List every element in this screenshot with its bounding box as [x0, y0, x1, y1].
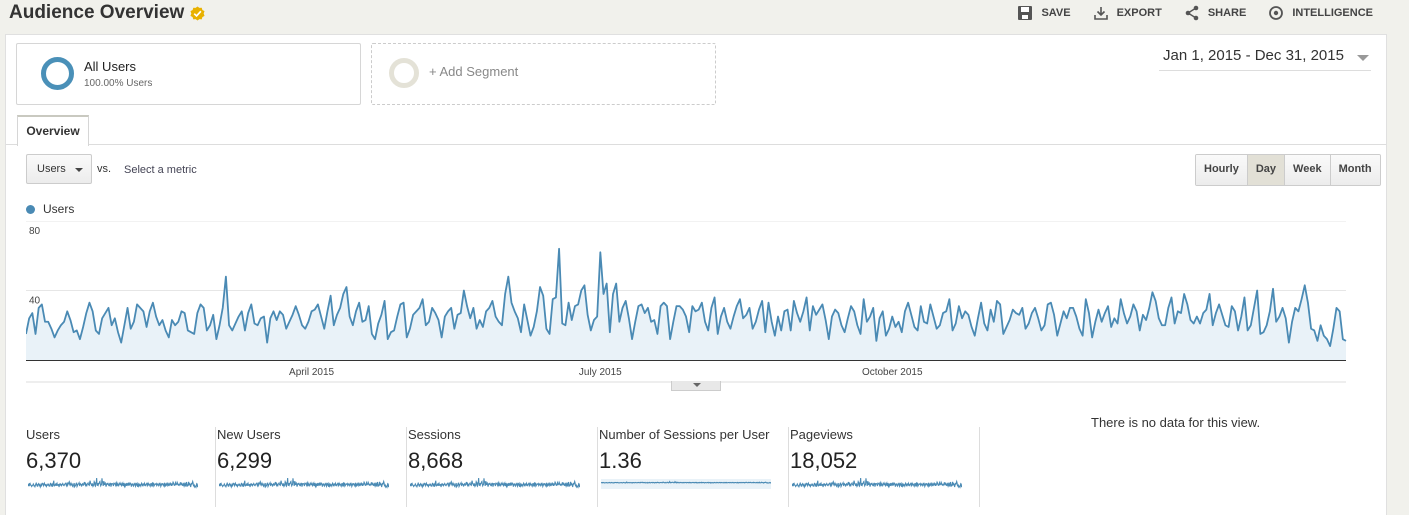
chevron-down-icon: [1357, 55, 1369, 61]
stat-label: Number of Sessions per User: [599, 427, 770, 442]
report-panel: All Users 100.00% Users + Add Segment Ja…: [5, 34, 1387, 515]
save-button[interactable]: SAVE: [1017, 4, 1071, 22]
stat-value: 1.36: [599, 448, 642, 473]
users-series-line: [26, 247, 1347, 347]
intelligence-label: INTELLIGENCE: [1292, 7, 1373, 19]
stat-value: 18,052: [790, 448, 858, 473]
x-tick-label: July 2015: [579, 367, 622, 378]
sparkline-line: [219, 477, 389, 489]
empty-segment-ring-icon: [389, 58, 419, 88]
save-label: SAVE: [1041, 7, 1071, 19]
granularity-week[interactable]: Week: [1284, 155, 1330, 185]
date-range-picker[interactable]: Jan 1, 2015 - Dec 31, 2015: [1159, 47, 1371, 71]
segment-title: All Users: [84, 59, 137, 74]
stat-sessions-per-user[interactable]: Number of Sessions per User 1.36: [599, 427, 789, 507]
segment-all-users[interactable]: All Users 100.00% Users: [16, 43, 361, 105]
tab-divider: [6, 144, 1386, 145]
stat-sessions[interactable]: Sessions 8,668: [408, 427, 598, 507]
segment-subtitle: 100.00% Users: [84, 78, 153, 89]
sparkline-line: [601, 480, 771, 484]
date-range-text: Jan 1, 2015 - Dec 31, 2015: [1163, 47, 1344, 64]
x-tick-label: April 2015: [289, 367, 334, 378]
chart-legend[interactable]: Users: [26, 202, 74, 216]
page-title-text: Audience Overview: [9, 2, 185, 23]
divider: [215, 427, 216, 507]
legend-label: Users: [43, 202, 75, 216]
x-tick-label: October 2015: [862, 367, 923, 378]
chevron-down-icon: [75, 168, 83, 172]
granularity-day[interactable]: Day: [1246, 155, 1285, 185]
stat-label: Sessions: [408, 427, 461, 442]
divider: [788, 427, 789, 507]
stat-label: Users: [26, 427, 60, 442]
stat-pageviews[interactable]: Pageviews 18,052: [790, 427, 980, 507]
granularity-hourly[interactable]: Hourly: [1196, 155, 1247, 185]
header-actions: SAVE EXPORT SHARE INTELLIGENCE: [1017, 4, 1373, 22]
y-tick-label: 80: [29, 226, 41, 237]
share-label: SHARE: [1207, 7, 1247, 19]
vs-label: vs.: [97, 163, 112, 175]
export-label: EXPORT: [1116, 7, 1162, 19]
users-series-area: [26, 248, 1346, 360]
granularity-month[interactable]: Month: [1329, 155, 1380, 185]
stat-value: 6,299: [217, 448, 273, 473]
stat-new-users[interactable]: New Users 6,299: [217, 427, 407, 507]
stat-label: Pageviews: [790, 427, 853, 442]
stat-value: 6,370: [26, 448, 82, 473]
stat-sparkline: [410, 477, 580, 489]
select-metric-link[interactable]: Select a metric: [124, 164, 197, 176]
stat-sparkline: [219, 477, 389, 489]
share-icon: [1185, 5, 1199, 21]
no-data-message: There is no data for this view.: [1091, 415, 1261, 430]
users-line-chart[interactable]: 80 40 April 2015 July 2015 October 2015: [26, 221, 1366, 383]
add-segment-label: + Add Segment: [429, 64, 519, 79]
sparkline-line: [792, 477, 962, 489]
collapse-icon: [693, 383, 701, 387]
save-icon: [1018, 6, 1033, 20]
y-tick-label: 40: [29, 296, 41, 307]
tab-overview[interactable]: Overview: [17, 115, 89, 146]
legend-dot-icon: [26, 204, 35, 214]
divider: [979, 427, 980, 507]
sparkline-line: [410, 477, 580, 489]
stat-sparkline: [792, 477, 962, 489]
export-button[interactable]: EXPORT: [1093, 4, 1162, 22]
stat-users[interactable]: Users 6,370: [26, 427, 216, 507]
stat-sparkline: [28, 477, 198, 489]
metric-dropdown[interactable]: Users: [26, 154, 92, 184]
intelligence-button[interactable]: INTELLIGENCE: [1268, 4, 1373, 22]
share-button[interactable]: SHARE: [1184, 4, 1247, 22]
chart-collapse-handle[interactable]: [671, 381, 721, 391]
top-bar: Audience Overview SAVE EXPORT SHARE INTE…: [0, 0, 1409, 30]
sparkline-fill: [601, 479, 771, 489]
intelligence-icon: [1269, 6, 1284, 20]
sparkline-line: [28, 477, 198, 489]
divider: [406, 427, 407, 507]
add-segment-button[interactable]: + Add Segment: [371, 43, 716, 105]
export-icon: [1093, 7, 1108, 20]
stat-label: New Users: [217, 427, 281, 442]
divider: [597, 427, 598, 507]
stat-value: 8,668: [408, 448, 464, 473]
page-title: Audience Overview: [9, 2, 205, 24]
segment-ring-icon: [41, 57, 74, 90]
metric-dropdown-value: Users: [37, 163, 66, 175]
granularity-toggle: Hourly Day Week Month: [1195, 154, 1381, 186]
verified-badge-icon: [190, 5, 205, 21]
stat-sparkline: [601, 479, 771, 489]
